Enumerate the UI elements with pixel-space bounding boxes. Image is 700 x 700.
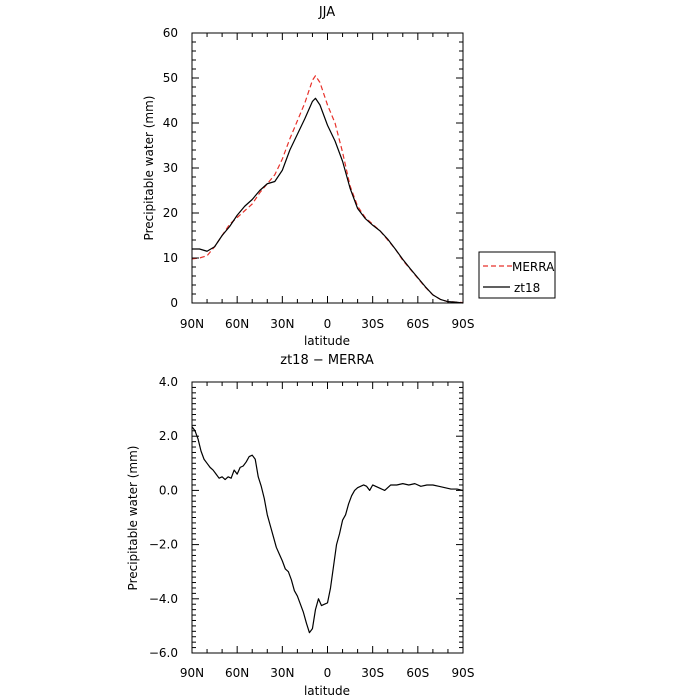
x-axis-label: latitude (304, 334, 350, 348)
plot-frame (191, 381, 464, 654)
chart-title: zt18 − MERRA (280, 353, 374, 368)
bottom-tick-marks (191, 381, 464, 654)
series-line-merra (191, 75, 464, 304)
x-tick-label: 0 (324, 317, 332, 331)
y-tick-label: 40 (163, 116, 178, 130)
x-tick-label: 90S (452, 317, 475, 331)
y-tick-label: 0 (170, 296, 178, 310)
chart-title: JJA (318, 5, 335, 20)
y-tick-label: −2.0 (149, 538, 178, 552)
panel-top-jja: JJA 90N 60N 30N 0 30S 60S 90S 0 10 20 30 40 50 60 la… (142, 5, 474, 348)
bottom-y-tick-labels: 4.0 2.0 0.0 −2.0 −4.0 −6.0 (149, 375, 178, 660)
series-line-zt18 (192, 97, 464, 304)
y-tick-label: 30 (163, 161, 178, 175)
x-axis-label: latitude (304, 684, 350, 698)
y-tick-label: 0.0 (159, 483, 178, 497)
series-line-diff-0 (191, 426, 464, 634)
y-tick-label: 4.0 (159, 375, 178, 389)
y-tick-label: −6.0 (149, 646, 178, 660)
panel-bottom-diff: zt18 − MERRA 90N 60N 30N 0 30S 60S 90S 4.0 2.0 0… (126, 353, 474, 698)
y-tick-label: 20 (163, 206, 178, 220)
y-axis-label: Precipitable water (mm) (126, 446, 140, 591)
bottom-series-group (191, 426, 464, 634)
legend: MERRA zt18 (478, 251, 556, 299)
top-x-tick-labels: 90N 60N 30N 0 30S 60S 90S (180, 317, 475, 331)
x-tick-label: 60N (225, 666, 249, 680)
x-tick-label: 30S (361, 666, 384, 680)
y-axis-label: Precipitable water (mm) (142, 96, 156, 241)
x-tick-label: 90N (180, 317, 204, 331)
legend-label-merra: MERRA (512, 260, 555, 274)
x-tick-label: 60S (406, 666, 429, 680)
x-tick-label: 30N (270, 317, 294, 331)
y-tick-label: 60 (163, 26, 178, 40)
x-tick-label: 60S (406, 317, 429, 331)
top-tick-marks (191, 32, 464, 304)
x-tick-label: 30S (361, 317, 384, 331)
x-tick-label: 60N (225, 317, 249, 331)
x-tick-label: 0 (324, 666, 332, 680)
y-tick-label: −4.0 (149, 592, 178, 606)
x-tick-label: 90N (180, 666, 204, 680)
plot-frame (191, 32, 464, 304)
y-tick-label: 2.0 (159, 429, 178, 443)
y-tick-label: 10 (163, 251, 178, 265)
top-y-tick-labels: 0 10 20 30 40 50 60 (163, 26, 178, 310)
x-tick-label: 30N (270, 666, 294, 680)
legend-box (478, 251, 556, 299)
legend-label-zt18: zt18 (514, 281, 540, 295)
y-tick-label: 50 (163, 71, 178, 85)
x-tick-label: 90S (452, 666, 475, 680)
top-series-group (191, 75, 464, 304)
bottom-x-tick-labels: 90N 60N 30N 0 30S 60S 90S (180, 666, 475, 680)
